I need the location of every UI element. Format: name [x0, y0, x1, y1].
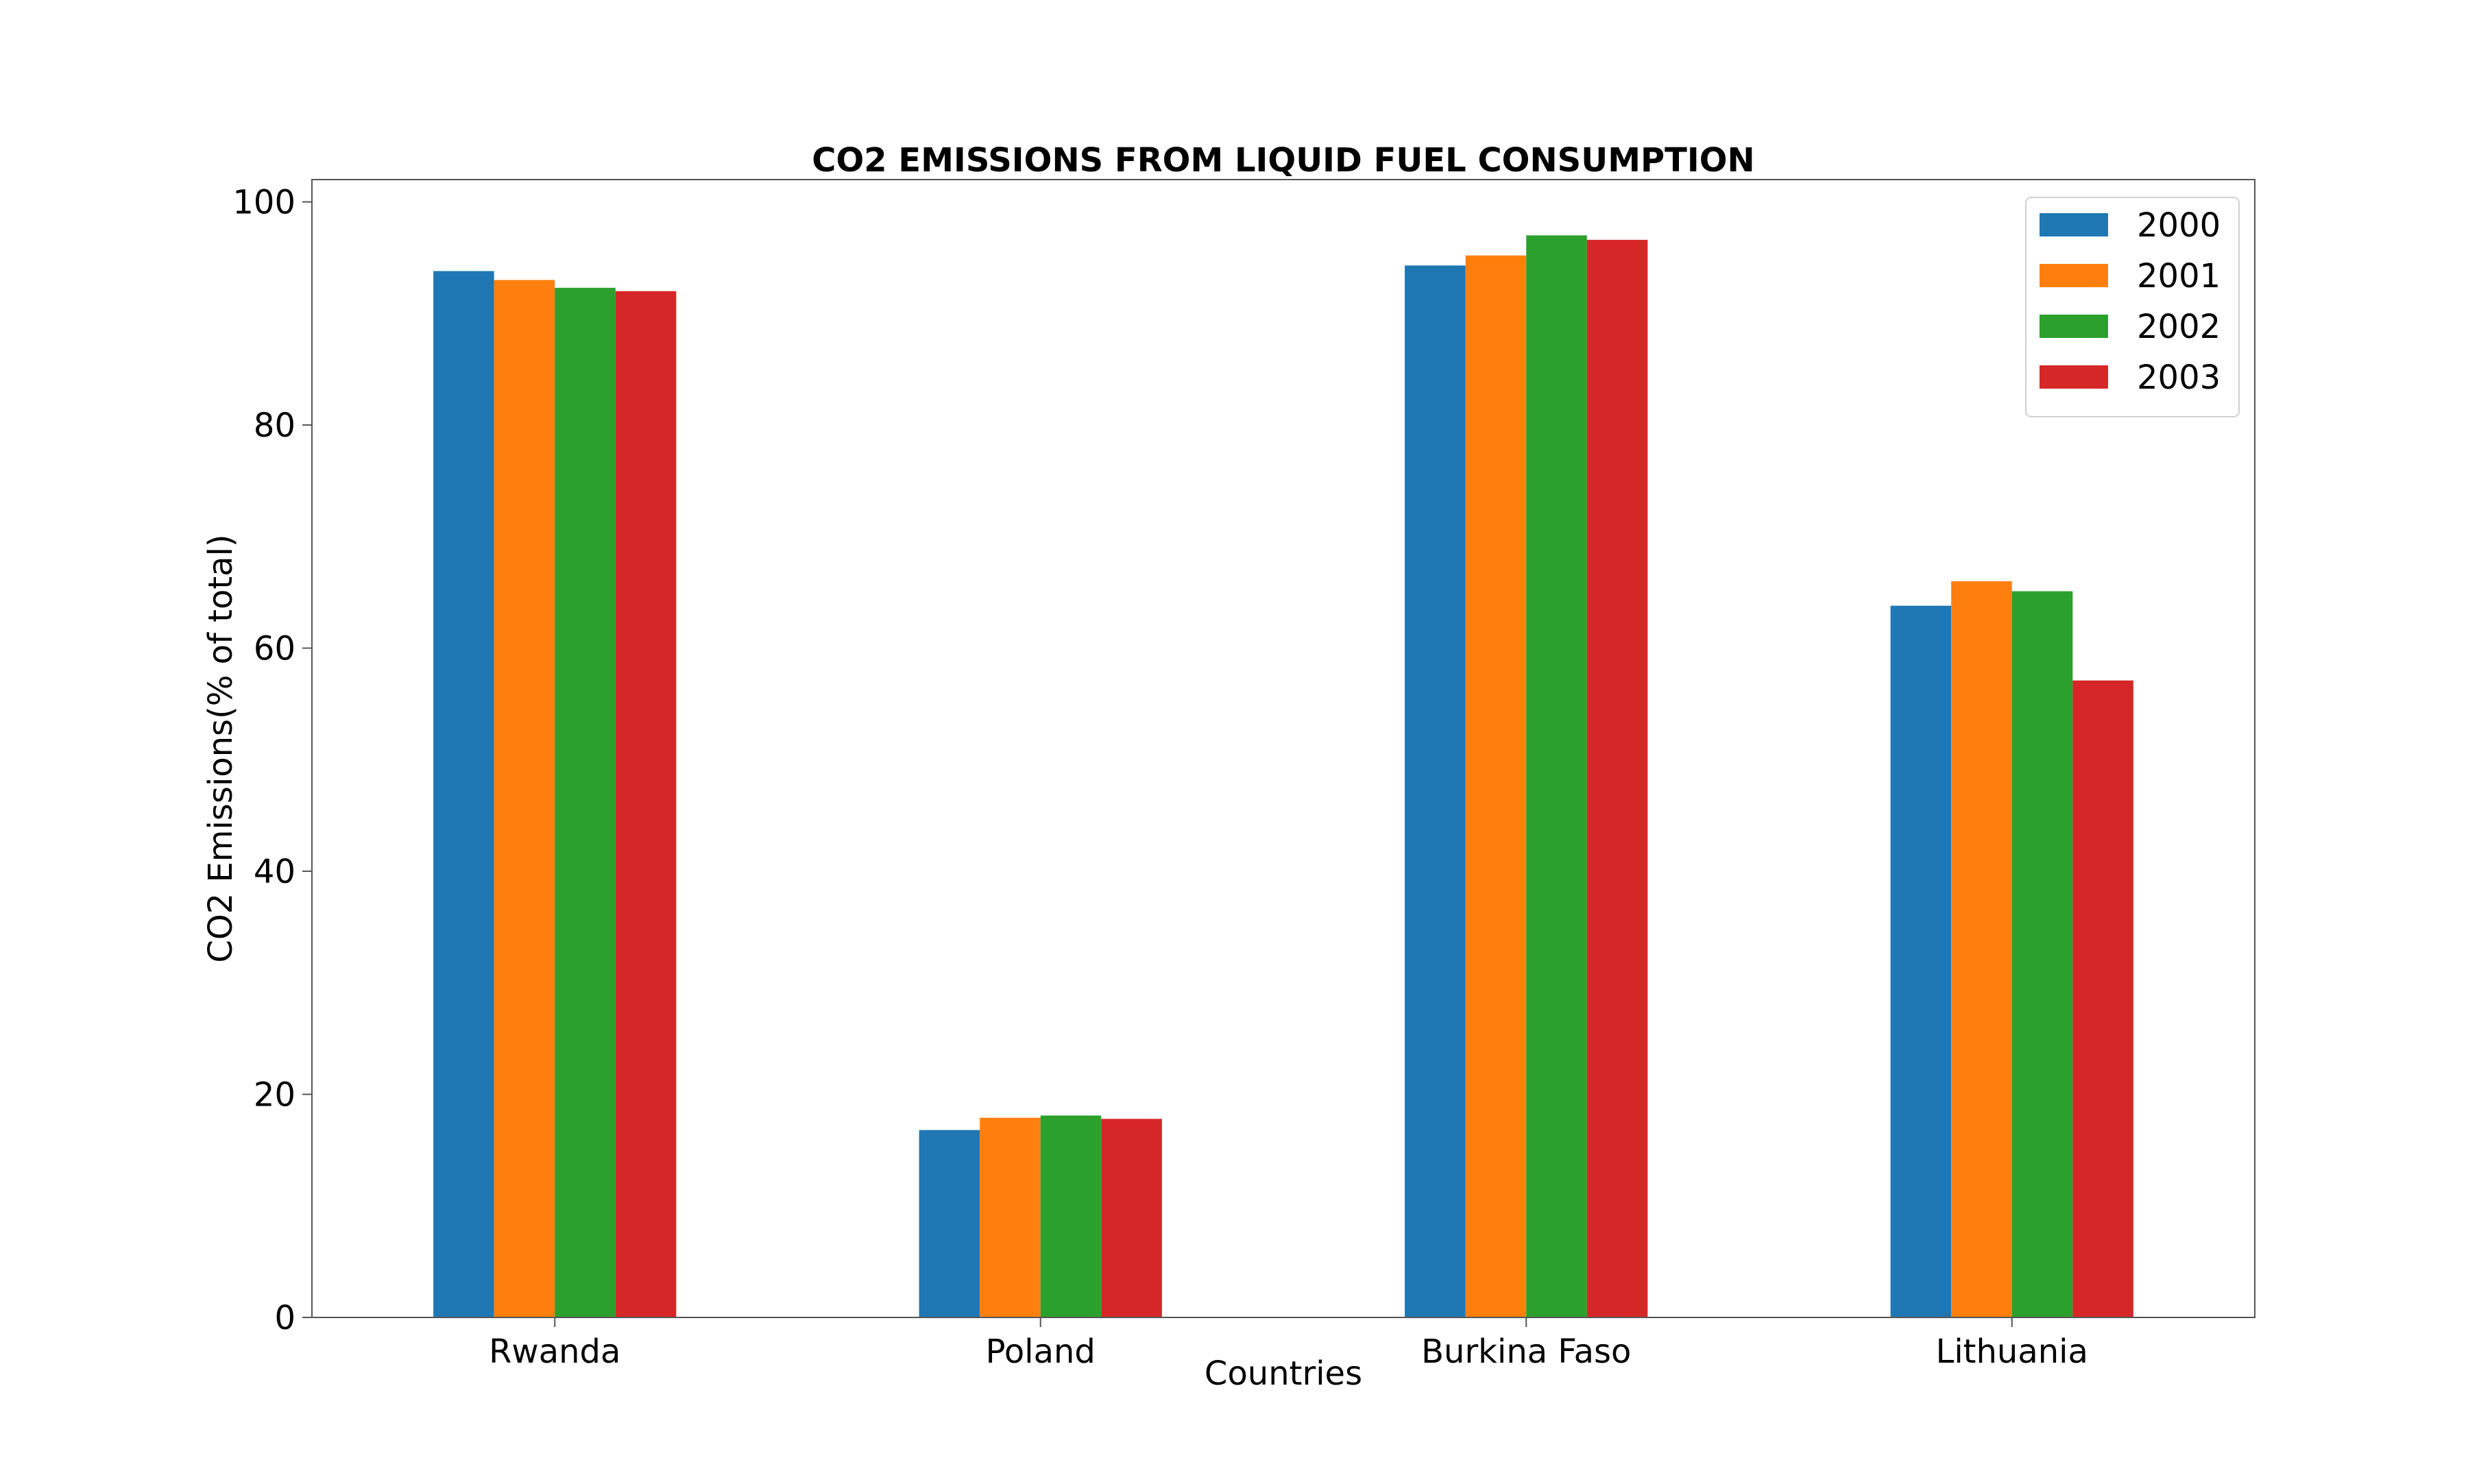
chart-title: CO2 EMISSIONS FROM LIQUID FUEL CONSUMPTI…	[812, 141, 1754, 180]
x-tick-label: Lithuania	[1936, 1333, 2088, 1371]
legend-label-2000: 2000	[2137, 206, 2221, 245]
bar-2003-lithuania	[2072, 680, 2133, 1317]
y-tick-label: 100	[232, 184, 295, 222]
legend-label-2002: 2002	[2137, 308, 2221, 346]
x-axis: Rwanda Poland Burkina Faso Lithuania	[489, 1317, 2088, 1371]
x-tick-label: Poland	[986, 1333, 1096, 1371]
y-tick-label: 80	[254, 406, 295, 445]
bar-2001-rwanda	[494, 280, 555, 1318]
bar-2002-lithuania	[2011, 591, 2073, 1317]
bar-2002-rwanda	[555, 287, 616, 1317]
legend-label-2003: 2003	[2137, 358, 2221, 397]
y-axis: 0 20 40 60 80 100	[232, 184, 312, 1337]
bar-2001-poland	[980, 1117, 1041, 1317]
bar-2000-burkina-faso	[1405, 265, 1466, 1317]
bar-2000-rwanda	[433, 271, 494, 1318]
bar-2001-burkina-faso	[1465, 255, 1527, 1317]
legend-swatch-2002	[2040, 315, 2108, 338]
bar-2001-lithuania	[1951, 581, 2012, 1317]
plot-frame	[311, 179, 2255, 1318]
y-tick-label: 20	[254, 1076, 295, 1115]
y-tick-label: 40	[254, 853, 295, 891]
bar-2000-lithuania	[1890, 605, 1952, 1318]
x-tick-label: Rwanda	[489, 1333, 620, 1371]
x-axis-label: Countries	[1205, 1354, 1362, 1393]
legend: 2000 2001 2002 2003	[2025, 197, 2240, 417]
bar-2002-burkina-faso	[1526, 235, 1587, 1317]
y-axis-label: CO2 Emissions(% of total)	[202, 534, 240, 962]
bars-layer	[433, 235, 2133, 1318]
legend-label-2001: 2001	[2137, 257, 2221, 295]
bar-2003-rwanda	[615, 291, 677, 1317]
bar-2002-poland	[1040, 1115, 1102, 1317]
x-tick-label: Burkina Faso	[1421, 1333, 1631, 1371]
bar-2003-burkina-faso	[1586, 239, 1648, 1317]
bar-2000-poland	[919, 1130, 980, 1317]
legend-box	[2025, 197, 2240, 417]
legend-swatch-2001	[2040, 264, 2108, 287]
y-tick-label: 60	[254, 630, 295, 668]
bar-2003-poland	[1101, 1119, 1162, 1317]
legend-swatch-2000	[2040, 213, 2108, 236]
y-tick-label: 0	[274, 1299, 295, 1337]
legend-swatch-2003	[2040, 365, 2108, 389]
